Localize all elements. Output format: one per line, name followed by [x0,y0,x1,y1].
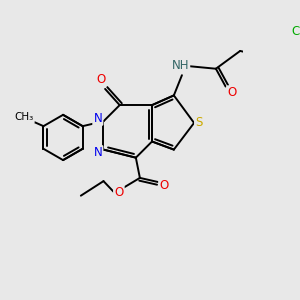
Text: O: O [114,186,124,199]
Text: N: N [94,112,102,124]
Text: N: N [94,146,102,159]
Text: NH: NH [172,59,189,72]
Text: O: O [96,73,106,86]
Text: S: S [195,116,203,129]
Text: CH₃: CH₃ [14,112,34,122]
Text: O: O [160,179,169,193]
Text: Cl: Cl [292,25,300,38]
Text: O: O [227,86,237,100]
